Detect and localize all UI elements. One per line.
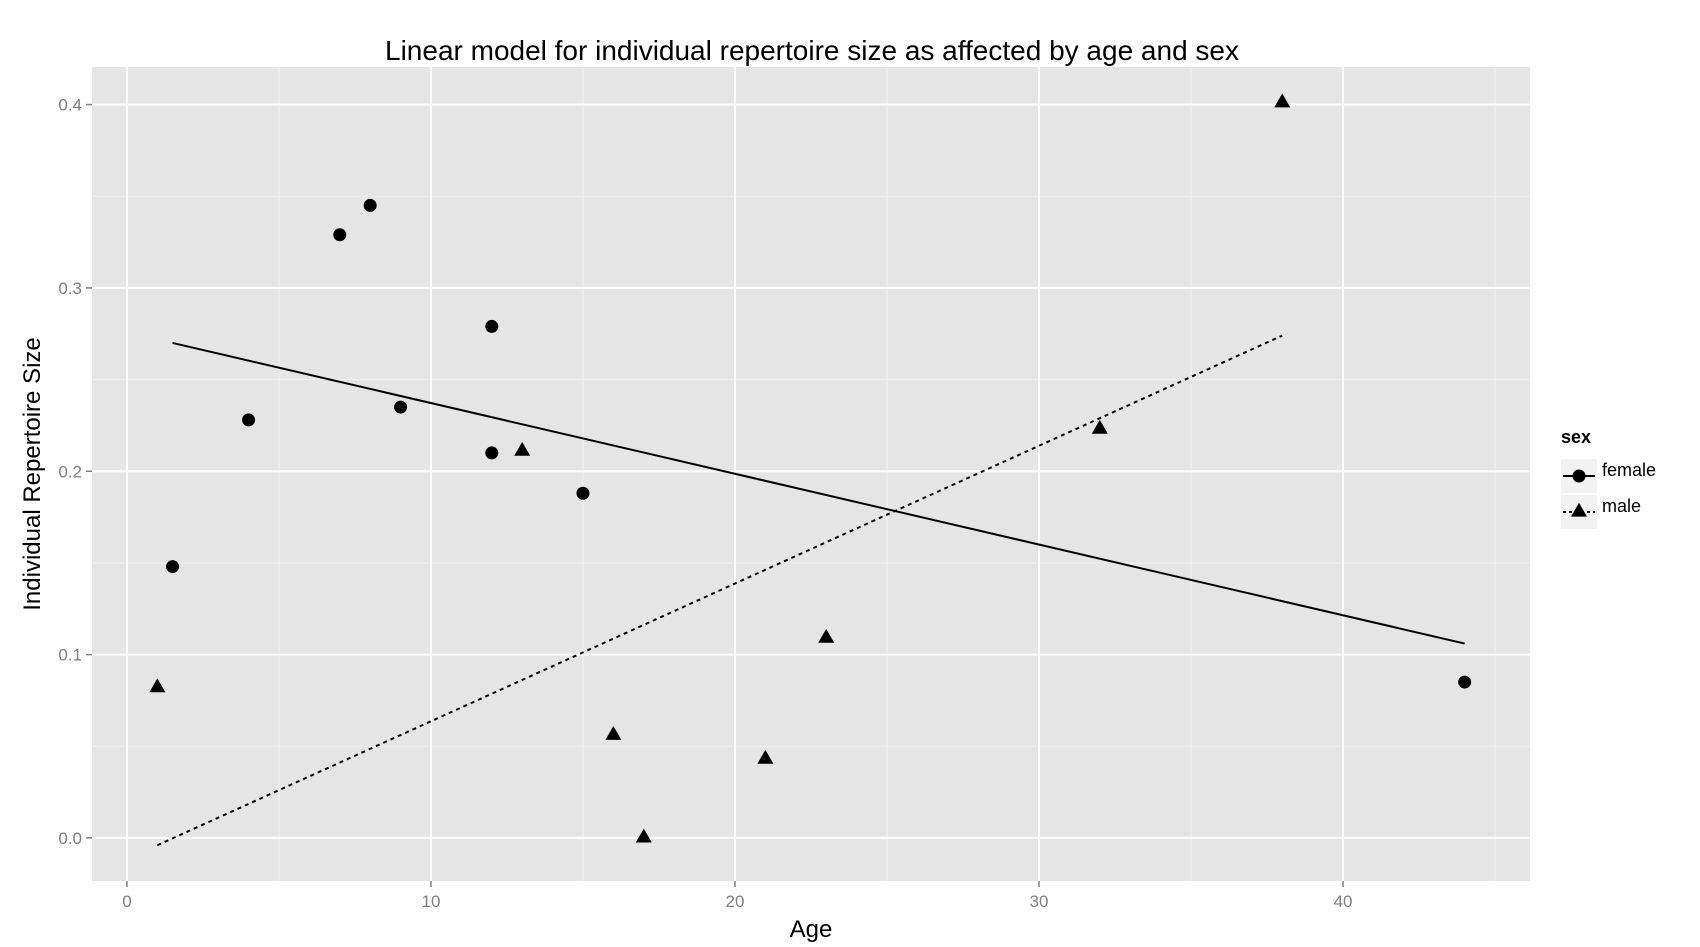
data-points: [149, 93, 1472, 843]
legend-label-female: female: [1602, 460, 1656, 480]
data-point-female: [242, 413, 256, 427]
fit-lines: [156, 334, 1465, 847]
data-point-female: [394, 400, 408, 414]
fit-line-male: [156, 334, 1283, 847]
data-point-male: [818, 628, 835, 643]
data-point-female: [576, 486, 590, 500]
x-tick-label: 20: [726, 892, 745, 911]
data-point-male: [1274, 93, 1291, 108]
x-tick-label: 0: [122, 892, 131, 911]
x-tick-label: 10: [422, 892, 441, 911]
data-point-male: [149, 678, 166, 693]
y-axis-label: Individual Repertoire Size: [19, 337, 46, 610]
minor-gridlines: [92, 67, 1530, 881]
major-gridlines: [92, 67, 1530, 881]
data-point-female: [485, 319, 499, 333]
legend-keys: [1561, 459, 1597, 529]
y-tick-label: 0.1: [58, 646, 82, 665]
data-point-female: [1458, 675, 1472, 689]
data-point-male: [635, 828, 652, 843]
data-point-female: [485, 446, 499, 460]
x-axis-label: Age: [790, 916, 833, 943]
data-point-female: [166, 560, 180, 574]
plot-panel: [92, 67, 1530, 881]
legend-title: sex: [1561, 427, 1591, 447]
legend-key-marker-male: [1571, 502, 1587, 517]
y-tick-label: 0.3: [58, 279, 82, 298]
data-point-male: [757, 749, 774, 764]
y-tick-label: 0.0: [58, 829, 82, 848]
legend-label-male: male: [1602, 496, 1641, 516]
data-point-male: [605, 726, 622, 740]
x-tick-label: 40: [1334, 892, 1353, 911]
data-point-male: [1091, 419, 1108, 434]
data-point-female: [333, 228, 347, 242]
fit-line-female: [172, 341, 1465, 645]
y-tick-label: 0.2: [58, 462, 82, 481]
legend-key-marker-female: [1572, 469, 1586, 483]
axis-ticks: 0 10 20 30 40 0.0 0.1 0.2 0.3 0.4: [58, 96, 1352, 911]
data-point-male: [514, 441, 531, 456]
y-tick-label: 0.4: [58, 96, 82, 115]
data-point-female: [363, 198, 377, 212]
x-tick-label: 30: [1030, 892, 1049, 911]
legend: sex female male: [1561, 427, 1656, 529]
chart-title: Linear model for individual repertoire s…: [385, 35, 1239, 66]
